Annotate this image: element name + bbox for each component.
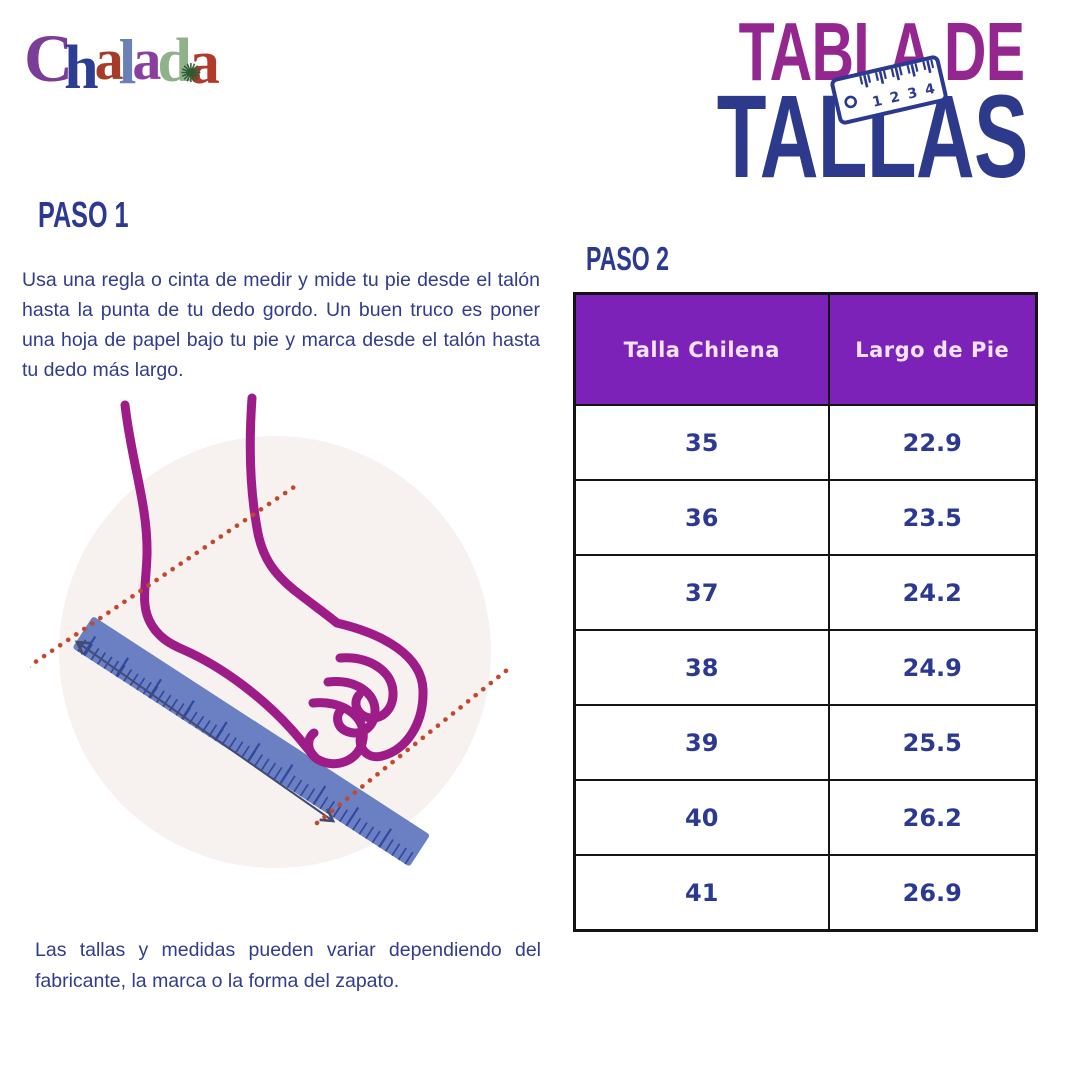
- largo-cell: 26.2: [827, 779, 1038, 856]
- foot-outline: [120, 393, 428, 769]
- talla-cell: 41: [573, 854, 830, 932]
- table-row: 38 24.9: [573, 629, 1038, 706]
- logo-letter: h: [64, 34, 99, 102]
- table-row: 40 26.2: [573, 779, 1038, 856]
- table-row: 37 24.2: [573, 554, 1038, 631]
- column-header-largo: Largo de Pie: [827, 292, 1038, 406]
- measurement-arrow: [74, 640, 336, 823]
- table-row: 39 25.5: [573, 704, 1038, 781]
- table-row: 36 23.5: [573, 479, 1038, 556]
- footnote: Las tallas y medidas pueden variar depen…: [35, 938, 541, 992]
- step1-body: Usa una regla o cinta de medir y mide tu…: [22, 268, 540, 381]
- toe-guide-dotted-line: [314, 663, 515, 826]
- logo-letter: l: [118, 26, 137, 97]
- size-table: Talla Chilena Largo de Pie 35 22.9 36 23…: [573, 292, 1038, 932]
- table-header-row: Talla Chilena Largo de Pie: [573, 292, 1038, 406]
- heel-guide-dotted-line: [25, 480, 303, 670]
- talla-cell: 36: [573, 479, 830, 556]
- largo-cell: 25.5: [827, 704, 1038, 781]
- talla-cell: 35: [573, 404, 830, 481]
- largo-cell: 23.5: [827, 479, 1038, 556]
- tape-long-ticks: [862, 59, 935, 88]
- brand-logo: Chalada ✺: [24, 24, 220, 104]
- largo-cell: 24.2: [827, 554, 1038, 631]
- step2-heading: PASO 2: [586, 240, 670, 277]
- talla-cell: 40: [573, 779, 830, 856]
- tape-number: 1: [871, 93, 884, 111]
- table-row: 35 22.9: [573, 404, 1038, 481]
- logo-letter: d: [157, 27, 192, 95]
- table-row: 41 26.9: [573, 854, 1038, 932]
- tape-number: 4: [923, 81, 936, 99]
- logo-letter: a: [94, 27, 124, 92]
- talla-cell: 38: [573, 629, 830, 706]
- step1-heading: PASO 1: [38, 194, 129, 235]
- tape-number: 3: [906, 85, 919, 103]
- measuring-tape-graphic: 1 2 3 4: [844, 59, 937, 111]
- logo-letter: C: [24, 20, 74, 96]
- logo-flower-icon: ✺: [180, 58, 202, 88]
- tape-number: 2: [888, 89, 901, 107]
- largo-cell: 24.9: [827, 629, 1038, 706]
- foot-measurement-illustration: [25, 390, 540, 890]
- largo-cell: 26.9: [827, 854, 1038, 932]
- column-header-talla: Talla Chilena: [573, 292, 830, 406]
- measuring-tape-icon: 1 2 3 4: [829, 54, 949, 126]
- largo-cell: 22.9: [827, 404, 1038, 481]
- talla-cell: 37: [573, 554, 830, 631]
- tape-grommet-circle: [844, 95, 858, 109]
- talla-cell: 39: [573, 704, 830, 781]
- logo-letter: a: [132, 27, 162, 92]
- logo-letter: a: [188, 29, 220, 97]
